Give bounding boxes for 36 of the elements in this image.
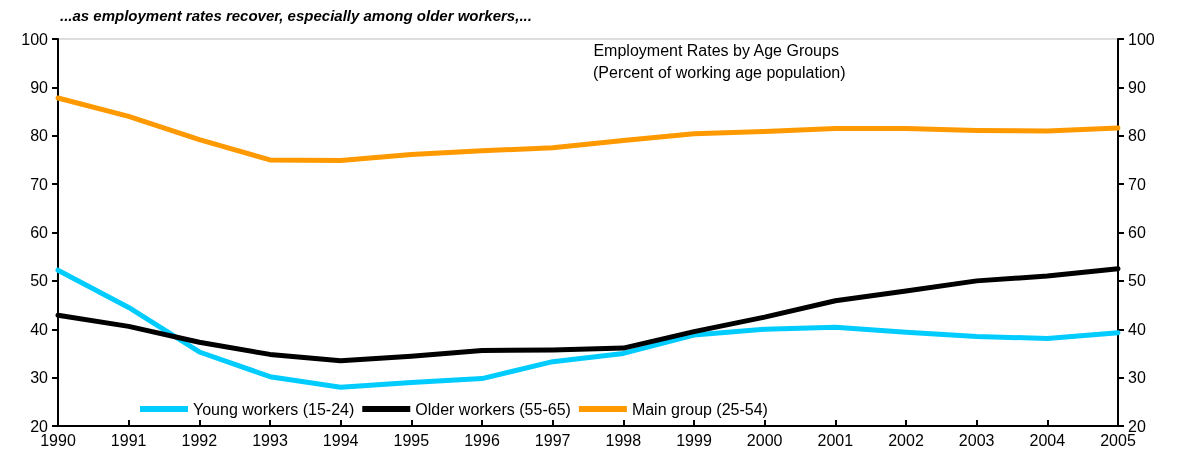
legend-label: Older workers (55-65) (415, 400, 571, 418)
x-tick-label: 1999 (676, 431, 712, 449)
legend-label: Main group (25-54) (631, 400, 768, 418)
y-tick-label: 80 (30, 127, 49, 145)
y-tick-label: 50 (30, 272, 49, 290)
y2-tick-label: 90 (1128, 78, 1146, 96)
x-tick-label: 2002 (888, 431, 924, 449)
x-tick-label: 2004 (1029, 431, 1066, 449)
x-tick-label: 1994 (322, 431, 359, 449)
y2-tick-label: 100 (1128, 30, 1155, 48)
x-tick-label: 2003 (958, 431, 995, 449)
y2-tick-label: 30 (1128, 369, 1146, 387)
x-tick-label: 1995 (393, 431, 430, 449)
y-tick-label: 70 (30, 175, 49, 193)
y2-tick-label: 60 (1128, 224, 1146, 241)
y2-tick-label: 40 (1128, 320, 1146, 338)
y-tick-label: 30 (30, 369, 49, 387)
y-tick-label: 40 (30, 320, 49, 338)
y-tick-label: 90 (30, 78, 49, 96)
x-tick-label: 2000 (746, 431, 783, 449)
chart-title: Employment Rates by Age Groups (593, 41, 839, 59)
text: ...as employment rates recover, especially among older workers,... (60, 7, 532, 24)
x-tick-label: 1991 (110, 431, 147, 449)
y2-tick-label: 50 (1128, 272, 1146, 290)
legend-label: Young workers (15-24) (193, 400, 355, 418)
text: (Percent of working age population) (593, 63, 846, 81)
x-tick-label: 1992 (181, 431, 218, 449)
y-tick-label: 100 (21, 30, 49, 48)
y-tick-label: 60 (30, 224, 49, 241)
x-tick-label: 1993 (252, 431, 288, 449)
x-tick-label: 2001 (817, 431, 854, 449)
y2-tick-label: 80 (1128, 127, 1146, 145)
x-tick-label: 1997 (534, 431, 571, 449)
y2-tick-label: 70 (1128, 175, 1146, 193)
x-tick-label: 1998 (605, 431, 642, 449)
x-tick-label: 1996 (464, 431, 500, 449)
